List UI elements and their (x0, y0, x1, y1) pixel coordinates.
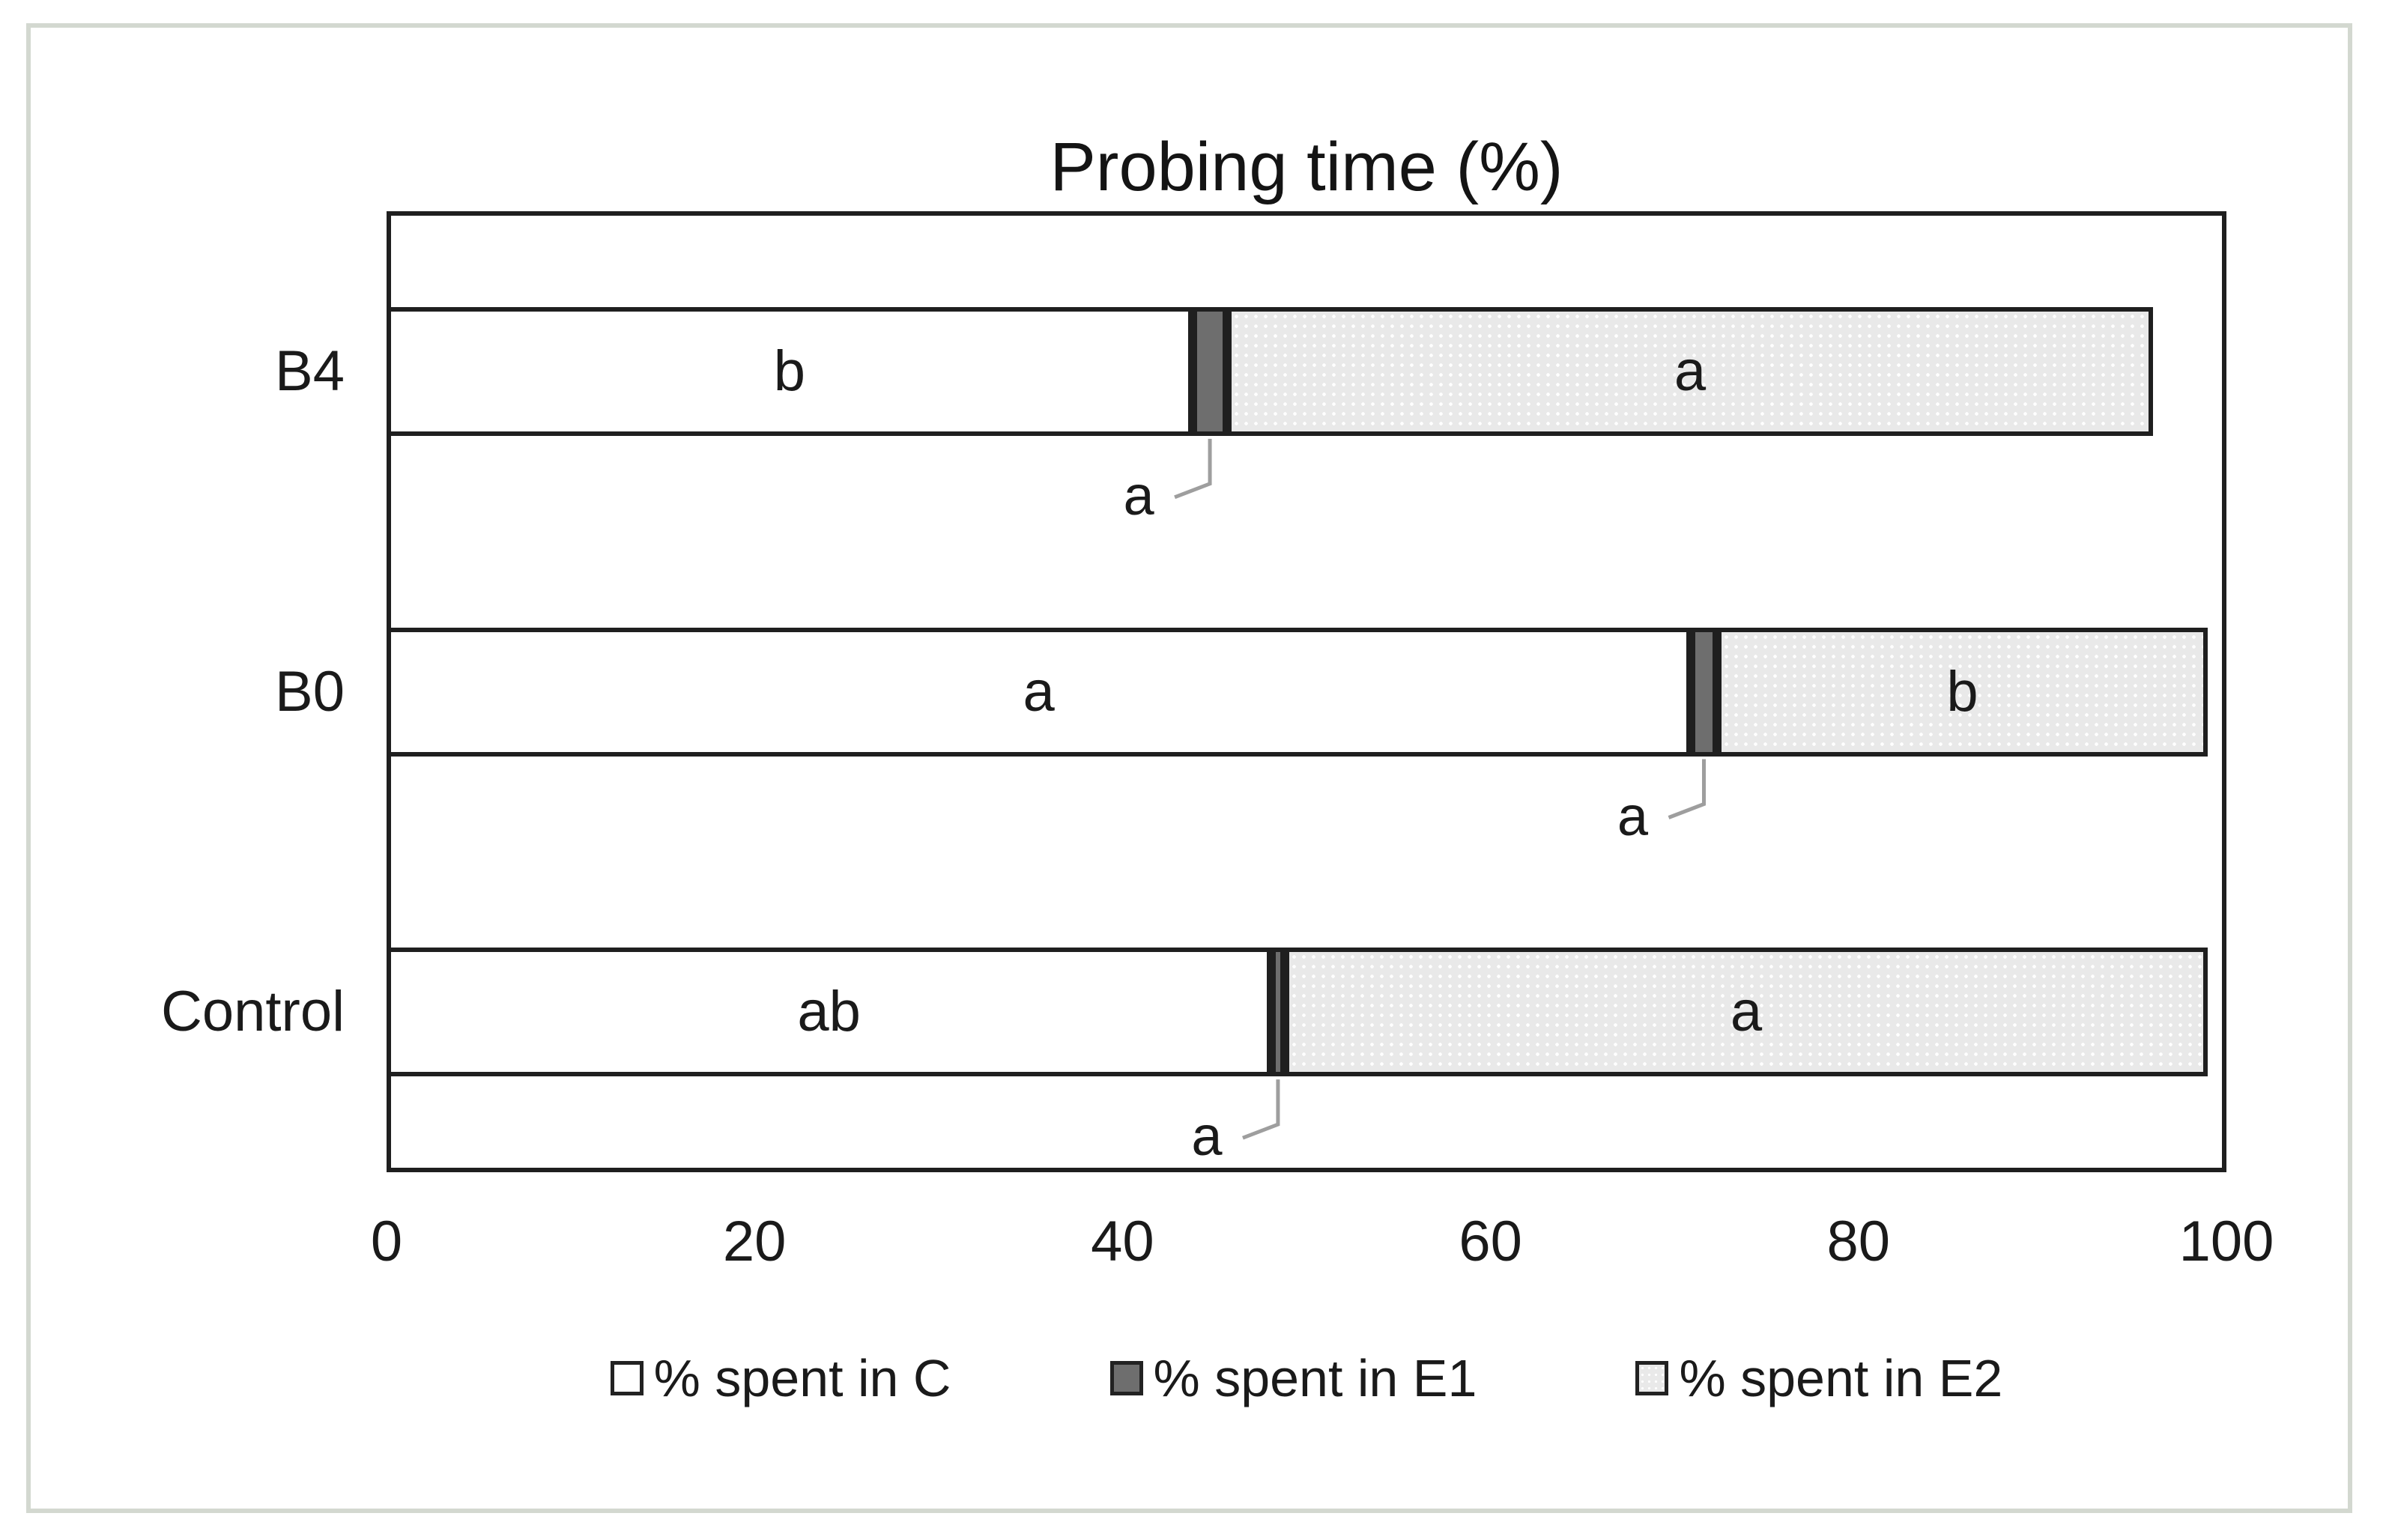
significance-letter: a (1023, 659, 1055, 724)
callout-significance-letter: a (1617, 784, 1649, 847)
legend-label: % spent in E2 (1679, 1349, 2003, 1407)
bar-segment-e1-b0 (1691, 627, 1717, 757)
y-category-label: B0 (275, 659, 345, 724)
bar-segment-c-control: ab (387, 948, 1272, 1077)
bar-segment-e2-b0: b (1716, 627, 2208, 757)
chart-title: Probing time (%) (1050, 129, 1563, 205)
bar-segment-e1-control (1271, 948, 1285, 1077)
bar-segment-c-b4: b (387, 306, 1193, 436)
significance-letter: ab (797, 980, 861, 1044)
y-category-label: Control (161, 980, 345, 1044)
legend-item: % spent in E2 (1635, 1348, 2002, 1408)
x-tick-label: 0 (370, 1210, 403, 1273)
y-category-label: B4 (275, 339, 345, 403)
legend-label: % spent in C (653, 1349, 951, 1407)
bar-segment-e1-b4 (1192, 306, 1228, 436)
bar-segment-c-b0: a (387, 627, 1692, 757)
x-tick-label: 100 (2178, 1210, 2274, 1273)
legend-swatch-icon (610, 1361, 644, 1395)
callout-significance-letter: a (1123, 464, 1154, 527)
x-tick-label: 40 (1091, 1210, 1154, 1273)
legend-swatch-icon (1635, 1361, 1669, 1395)
significance-letter: b (1946, 659, 1978, 724)
legend: % spent in C % spent in E1 % spent in E2 (387, 1342, 2226, 1414)
x-tick-label: 80 (1826, 1210, 1891, 1273)
significance-letter: a (1730, 980, 1763, 1044)
legend-item: % spent in E1 (1109, 1348, 1477, 1408)
significance-letter: b (773, 339, 805, 403)
callout-significance-letter: a (1191, 1105, 1223, 1168)
x-tick-label: 20 (722, 1210, 787, 1273)
legend-label: % spent in E1 (1153, 1349, 1477, 1407)
significance-letter: a (1674, 339, 1707, 403)
x-tick-label: 60 (1459, 1210, 1522, 1273)
legend-item: % spent in C (610, 1348, 951, 1408)
bar-segment-e2-control: a (1284, 948, 2208, 1077)
bar-segment-e2-b4: a (1227, 306, 2153, 436)
legend-swatch-icon (1109, 1361, 1143, 1395)
